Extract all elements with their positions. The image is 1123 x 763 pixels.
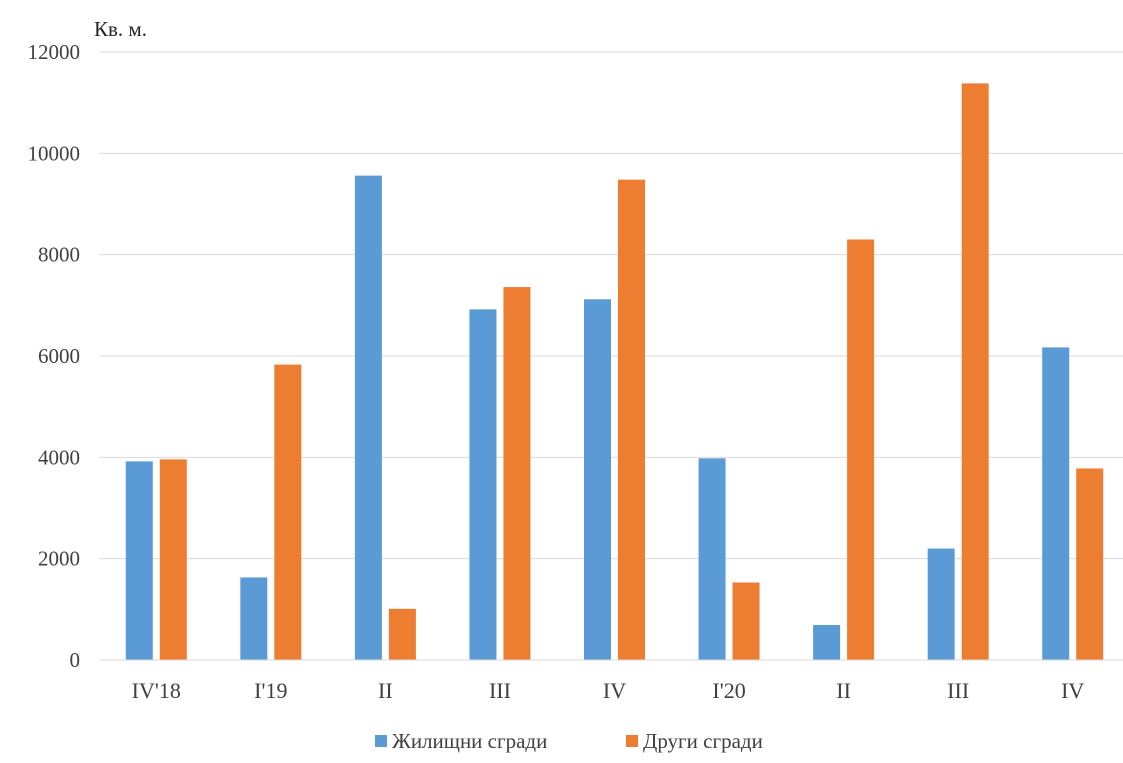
bar-residential bbox=[469, 309, 497, 660]
x-tick-label: II bbox=[378, 678, 393, 703]
legend-swatch bbox=[626, 735, 638, 747]
y-tick-label: 10000 bbox=[28, 141, 81, 165]
x-tick-label: IV bbox=[1061, 678, 1084, 703]
bar-residential bbox=[584, 299, 611, 660]
bar-residential bbox=[813, 625, 841, 660]
bar-other bbox=[388, 608, 416, 660]
legend-swatch bbox=[375, 735, 387, 747]
y-tick-label: 2000 bbox=[38, 547, 80, 571]
y-axis-ticks: 0 2000 4000 6000 8000 10000 12000 bbox=[28, 40, 81, 672]
y-tick-label: 0 bbox=[70, 648, 81, 672]
x-tick-label: I'20 bbox=[712, 678, 745, 703]
bar-residential bbox=[354, 175, 382, 661]
x-tick-label: I'19 bbox=[254, 678, 287, 703]
bar-residential bbox=[698, 458, 726, 660]
bars bbox=[125, 83, 1104, 661]
y-tick-label: 12000 bbox=[28, 40, 81, 64]
bar-residential bbox=[1042, 347, 1070, 660]
bar-other bbox=[847, 239, 875, 660]
y-tick-label: 8000 bbox=[38, 243, 80, 267]
bar-residential bbox=[240, 577, 268, 660]
x-tick-label: III bbox=[947, 678, 969, 703]
bar-other bbox=[503, 287, 531, 660]
x-tick-label: IV'18 bbox=[132, 678, 181, 703]
bar-other bbox=[732, 582, 760, 660]
bar-other bbox=[961, 83, 989, 660]
y-axis-unit-label: Кв. м. bbox=[94, 17, 147, 41]
bar-other bbox=[159, 459, 187, 660]
x-tick-label: II bbox=[836, 678, 851, 703]
y-tick-label: 6000 bbox=[38, 344, 80, 368]
gridlines bbox=[99, 51, 1123, 560]
legend-label: Жилищни сгради bbox=[392, 729, 547, 753]
y-tick-label: 4000 bbox=[38, 445, 80, 469]
legend: Жилищни сгради Други сгради bbox=[375, 729, 763, 753]
bar-residential bbox=[125, 461, 153, 660]
bar-other bbox=[618, 179, 645, 660]
x-tick-label: III bbox=[489, 678, 511, 703]
x-tick-label: IV bbox=[603, 678, 626, 703]
legend-label: Други сгради bbox=[643, 729, 763, 753]
bar-residential bbox=[927, 548, 955, 660]
x-axis-ticks: IV'18 I'19 II III IV I'20 II III IV bbox=[132, 678, 1085, 703]
bar-other bbox=[1076, 468, 1104, 660]
bar-other bbox=[274, 364, 302, 660]
